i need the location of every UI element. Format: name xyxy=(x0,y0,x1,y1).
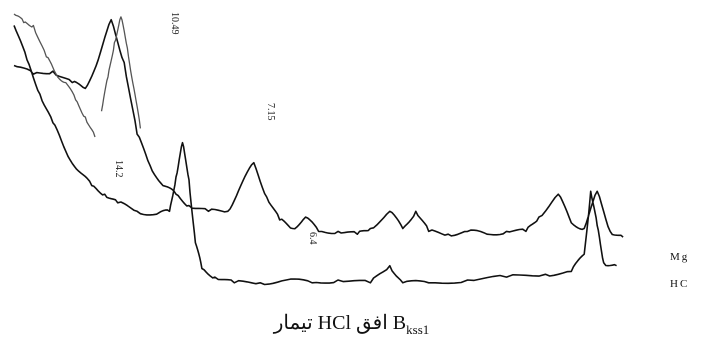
caption-subscript: kss1 xyxy=(406,322,430,337)
figure-caption: تیمار HCl افق Bkss1 xyxy=(0,310,703,338)
series-label-mg: Mg xyxy=(670,251,689,263)
series-layer xyxy=(13,13,624,286)
series-line-hc xyxy=(13,25,617,286)
peak-label-6-4: 6.4 xyxy=(307,232,318,245)
series-line-mg xyxy=(13,18,624,238)
series-line-partial-3 xyxy=(100,16,142,129)
peak-label-7-15: 7.15 xyxy=(265,103,276,121)
caption-text: تیمار HCl افق B xyxy=(273,312,407,334)
series-label-hc: HC xyxy=(670,278,689,290)
series-line-partial-2 xyxy=(13,13,96,138)
peak-label-14-2: 14.2 xyxy=(113,160,124,178)
peak-label-10-49: 10.49 xyxy=(169,12,180,35)
